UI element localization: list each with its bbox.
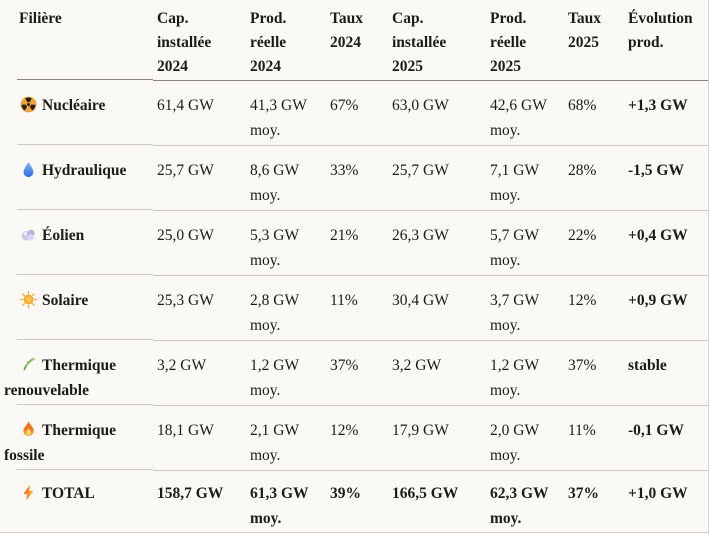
taux-2024-cell: 12% (326, 405, 388, 471)
prod-2025-cell: 3,7 GW moy. (486, 275, 564, 341)
herb-icon (20, 356, 37, 373)
table-row: TOTAL 158,7 GW 61,3 GW moy. 39% 166,5 GW 62,3… (0, 470, 709, 531)
table-row: Nucléaire 61,4 GW 41,3 GW moy. 67% 63,0 GW 42… (0, 80, 709, 146)
cap-2024-cell: 25,0 GW (153, 210, 246, 276)
sector-cell: Hydraulique (0, 145, 153, 210)
taux-2024-cell: 39% (330, 484, 361, 502)
evolution-cell: stable (624, 340, 709, 406)
cap-2025-cell: 166,5 GW (392, 484, 459, 502)
cap-2024-cell: 61,4 GW (153, 80, 246, 146)
evolution-cell: +0,4 GW (624, 210, 709, 276)
evolution-cell: +1,3 GW (624, 80, 709, 146)
taux-2024-cell: 11% (326, 275, 388, 341)
prod-2025-cell: 1,2 GW moy. (486, 340, 564, 406)
col-header-taux-2024: Taux 2024 (326, 0, 388, 81)
cap-2025-cell: 63,0 GW (388, 80, 486, 146)
wind-icon (20, 226, 37, 243)
sector-label: Nucléaire (42, 96, 106, 114)
table-body: Nucléaire 61,4 GW 41,3 GW moy. 67% 63,0 GW 42… (0, 80, 709, 531)
sector-label: Éolien (42, 226, 85, 244)
taux-2025-cell: 37% (564, 340, 624, 406)
taux-2024-cell: 37% (326, 340, 388, 406)
sector-label: Solaire (42, 291, 89, 309)
cap-2025-cell: 30,4 GW (388, 275, 486, 341)
col-header-taux-2025: Taux 2025 (564, 0, 624, 81)
panel-bottom-edge (0, 532, 709, 533)
sector-cell: Éolien (0, 210, 153, 275)
evolution-cell: -1,5 GW (624, 145, 709, 211)
table-row: Éolien 25,0 GW 5,3 GW moy. 21% 26,3 GW 5,7 GW… (0, 210, 709, 276)
col-header-evolution: Évolution prod. (624, 0, 709, 81)
table-row: Solaire 25,3 GW 2,8 GW moy. 11% 30,4 GW 3,7 G… (0, 275, 709, 341)
sector-label: Thermique fossile (4, 421, 117, 464)
cap-2024-cell: 18,1 GW (153, 405, 246, 471)
prod-2025-cell: 2,0 GW moy. (486, 405, 564, 471)
sector-cell: Nucléaire (0, 80, 153, 145)
sector-label: Thermique renouvelable (4, 356, 117, 399)
evolution-cell: +1,0 GW (628, 484, 688, 502)
taux-2024-cell: 67% (326, 80, 388, 146)
cap-2024-cell: 25,7 GW (153, 145, 246, 211)
col-header-prod-2024: Prod. réelle 2024 (246, 0, 326, 81)
taux-2025-cell: 12% (564, 275, 624, 341)
table-row: Thermique renouvelable 3,2 GW 1,2 GW moy. 3… (0, 340, 709, 406)
radioactive-icon (20, 96, 37, 113)
cap-2024-cell: 3,2 GW (153, 340, 246, 406)
taux-2025-cell: 22% (564, 210, 624, 276)
sector-cell: Solaire (0, 275, 153, 340)
prod-2024-cell: 8,6 GW moy. (246, 145, 326, 211)
taux-2024-cell: 33% (326, 145, 388, 211)
evolution-cell: -0,1 GW (624, 405, 709, 471)
prod-2024-cell: 2,8 GW moy. (246, 275, 326, 341)
taux-2025-cell: 37% (568, 484, 599, 502)
prod-2024-cell: 61,3 GW moy. (250, 484, 309, 527)
cap-2025-cell: 17,9 GW (388, 405, 486, 471)
prod-2024-cell: 5,3 GW moy. (246, 210, 326, 276)
taux-2024-cell: 21% (326, 210, 388, 276)
taux-2025-cell: 11% (564, 405, 624, 471)
sector-label: Hydraulique (42, 161, 127, 179)
prod-2024-cell: 41,3 GW moy. (246, 80, 326, 146)
droplet-icon (20, 161, 37, 178)
evolution-cell: +0,9 GW (624, 275, 709, 341)
cap-2024-cell: 25,3 GW (153, 275, 246, 341)
lightning-icon (20, 484, 37, 501)
prod-2024-cell: 1,2 GW moy. (246, 340, 326, 406)
cap-2025-cell: 26,3 GW (388, 210, 486, 276)
table-row: Thermique fossile 18,1 GW 2,1 GW moy. 12% 17… (0, 405, 709, 471)
sector-label: TOTAL (42, 484, 95, 502)
col-header-filiere: Filière (0, 0, 153, 80)
col-header-prod-2025: Prod. réelle 2025 (486, 0, 564, 81)
prod-2025-cell: 42,6 GW moy. (486, 80, 564, 146)
prod-2024-cell: 2,1 GW moy. (246, 405, 326, 471)
fire-icon (20, 421, 37, 438)
sector-cell: TOTAL (0, 470, 153, 531)
prod-2025-cell: 62,3 GW moy. (490, 484, 549, 527)
header-row: Filière Cap. installée 2024 Prod. réelle… (0, 0, 709, 81)
sun-icon (20, 290, 37, 308)
prod-2025-cell: 7,1 GW moy. (486, 145, 564, 211)
col-header-cap-2025: Cap. installée 2025 (388, 0, 486, 81)
col-header-cap-2024: Cap. installée 2024 (153, 0, 246, 81)
cap-2025-cell: 3,2 GW (388, 340, 486, 406)
cap-2024-cell: 158,7 GW (157, 484, 224, 502)
sector-cell: Thermique fossile (0, 405, 153, 470)
taux-2025-cell: 28% (564, 145, 624, 211)
cap-2025-cell: 25,7 GW (388, 145, 486, 211)
sector-cell: Thermique renouvelable (0, 340, 153, 405)
prod-2025-cell: 5,7 GW moy. (486, 210, 564, 276)
table-row: Hydraulique 25,7 GW 8,6 GW moy. 33% 25,7 GW 7… (0, 145, 709, 211)
taux-2025-cell: 68% (564, 80, 624, 146)
